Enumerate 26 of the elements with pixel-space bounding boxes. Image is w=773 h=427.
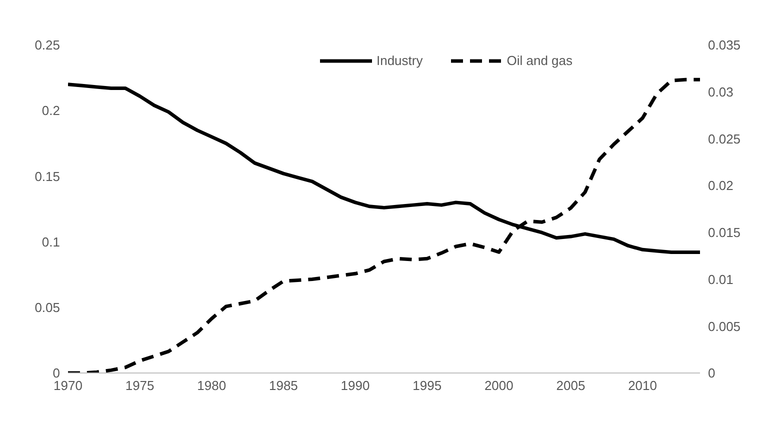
y2-tick-label: 0.025	[708, 131, 741, 146]
x-tick-label: 1975	[125, 378, 154, 394]
y2-tick-label: 0	[708, 366, 716, 381]
y2-tick-label: 0.03	[708, 84, 734, 100]
x-tick-label: 1985	[268, 378, 298, 394]
legend-label: Industry	[376, 53, 423, 68]
y2-tick-label: 0.015	[708, 225, 741, 240]
x-tick-label: 1980	[197, 378, 226, 394]
x-tick-label: 2000	[484, 378, 514, 394]
y2-tick-label: 0.02	[708, 178, 734, 194]
line-series	[68, 78, 700, 373]
y-tick-label: 0.1	[42, 234, 60, 250]
y-tick-label: 0.2	[42, 103, 60, 118]
x-tick-label: 1990	[340, 378, 370, 394]
legend-label: Oil and gas	[506, 53, 572, 68]
y2-tick-label: 0.005	[708, 318, 741, 334]
y-tick-label: 0.05	[34, 300, 60, 316]
x-tick-label: 1995	[412, 378, 442, 394]
y-tick-label: 0	[52, 366, 60, 381]
y-tick-label: 0.15	[34, 168, 60, 184]
x-tick-label: 2005	[556, 378, 586, 394]
y2-tick-label: 0.035	[708, 38, 741, 53]
x-tick-label: 1970	[54, 378, 82, 394]
x-tick-label: 2010	[628, 378, 658, 394]
y-tick-label: 0.25	[34, 38, 60, 53]
y2-tick-label: 0.01	[708, 272, 734, 287]
